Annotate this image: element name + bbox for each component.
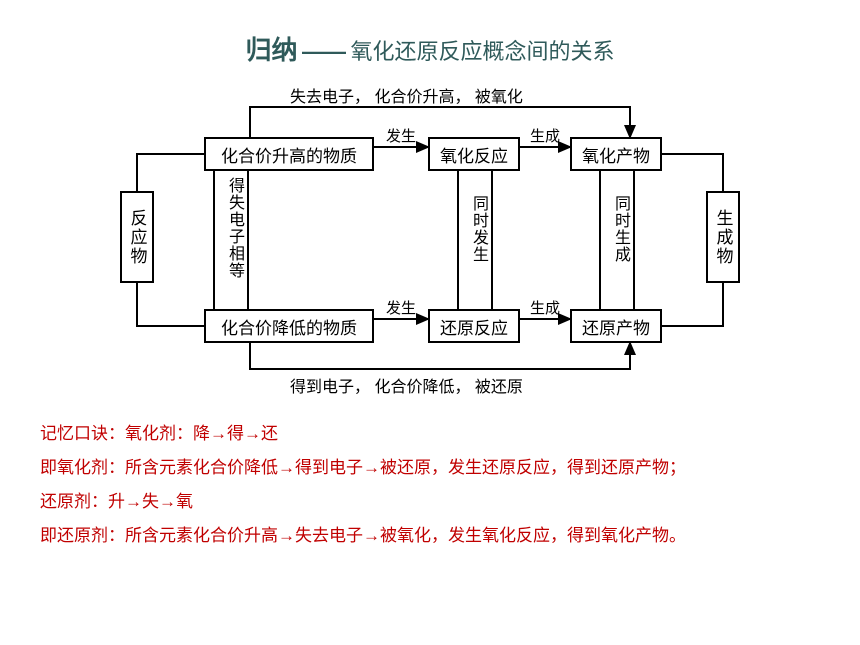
oxidation-product-box: 氧化产物 xyxy=(570,137,662,171)
oxidation-reaction-box: 氧化反应 xyxy=(428,137,520,171)
valence-up-box: 化合价升高的物质 xyxy=(204,137,374,171)
concept-diagram: 失去电子， 化合价升高， 被氧化 得到电子， 化合价降低， 被还原 反应物 生成… xyxy=(110,77,750,397)
title-suffix: 氧化还原反应概念间的关系 xyxy=(350,39,614,64)
edge-form-top: 生成 xyxy=(530,125,560,146)
bottom-process-label: 得到电子， 化合价降低， 被还原 xyxy=(290,373,523,397)
reduction-product-box: 还原产物 xyxy=(570,309,662,343)
title-prefix: 归纳 xyxy=(246,35,298,65)
mnemonic-block: 记忆口诀：氧化剂：降→得→还 即氧化剂：所含元素化合价降低→得到电子→被还原，发… xyxy=(40,417,820,553)
edge-occur-top: 发生 xyxy=(386,125,416,146)
mnemonic-line: 记忆口诀：氧化剂：降→得→还 xyxy=(40,417,820,451)
reduction-reaction-box: 还原反应 xyxy=(428,309,520,343)
product-box: 生成物 xyxy=(706,191,740,283)
title-separator: —— xyxy=(302,39,346,64)
mnemonic-line: 即还原剂：所含元素化合价升高→失去电子→被氧化，发生氧化反应，得到氧化产物。 xyxy=(40,519,820,553)
electron-equal-label: 得失电子相等 xyxy=(222,177,246,279)
simul-form-label: 同时生成 xyxy=(608,195,632,263)
edge-occur-bottom: 发生 xyxy=(386,297,416,318)
top-process-label: 失去电子， 化合价升高， 被氧化 xyxy=(290,83,523,107)
reactant-box: 反应物 xyxy=(120,191,154,283)
mnemonic-line: 即氧化剂：所含元素化合价降低→得到电子→被还原，发生还原反应，得到还原产物； xyxy=(40,451,820,485)
mnemonic-line: 还原剂：升→失→氧 xyxy=(40,485,820,519)
simul-occur-label: 同时发生 xyxy=(466,195,490,263)
connector-lines xyxy=(110,77,750,397)
valence-down-box: 化合价降低的物质 xyxy=(204,309,374,343)
edge-form-bottom: 生成 xyxy=(530,297,560,318)
slide-title: 归纳 —— 氧化还原反应概念间的关系 xyxy=(0,0,860,77)
